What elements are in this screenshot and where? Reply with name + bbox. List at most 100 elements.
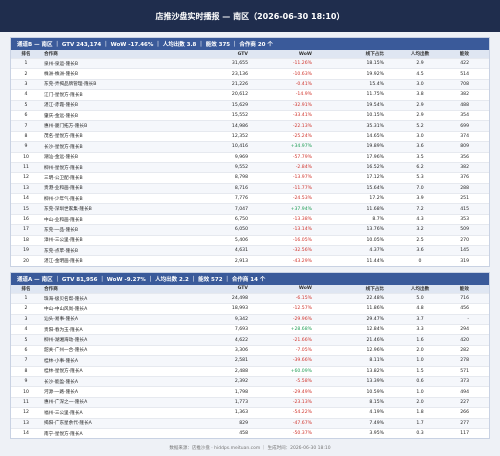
cell: -14.9%	[251, 89, 315, 101]
cell: 9	[11, 375, 41, 387]
column-header: GTV	[187, 284, 251, 294]
cell: 356	[453, 151, 489, 163]
cell: 16	[11, 213, 41, 225]
cell: 19.54%	[315, 99, 387, 111]
cell: 3.6	[387, 141, 453, 153]
column-header: 排名	[11, 50, 41, 59]
cell: -23.13%	[251, 396, 315, 408]
cell: 4.3	[387, 213, 453, 225]
cell: 29.47%	[315, 313, 387, 325]
cell: 10,416	[187, 141, 251, 153]
cell: 12	[11, 172, 41, 184]
cell: 14	[11, 193, 41, 204]
cell: 145	[453, 245, 489, 256]
cell: 3.9	[387, 193, 453, 204]
cell: 柳州-少年气-隆长B	[41, 193, 187, 204]
cell: 柳州-湖湘海动-隆长A	[41, 334, 187, 346]
row: 12 福州-三公里-隆长A 1,363 -54.22% 4.19% 1.8 266	[11, 407, 489, 418]
row: 11 惠州-广深之一-隆长A 1,773 -23.13% 8.15% 2.0 227	[11, 396, 489, 408]
cell: 1.0	[387, 386, 453, 398]
cell: 江门-星悦方-隆长B	[41, 89, 187, 101]
cell: -13.14%	[251, 224, 315, 236]
cell: 3.6	[387, 245, 453, 256]
row: 5 湛江-赤霞-隆长B 15,629 -32.91% 19.54% 2.9 488	[11, 99, 489, 111]
cell: -13.38%	[251, 213, 315, 225]
cell: 1	[11, 292, 41, 304]
cell: 5.0	[387, 292, 453, 304]
cell: 20,612	[187, 89, 251, 101]
cell: -	[453, 313, 489, 325]
cell: 10	[11, 151, 41, 163]
cell: 2.9	[387, 57, 453, 69]
cell: 11.68%	[315, 203, 387, 215]
row: 7 桂林-小事-隆长A 2,581 -39.66% 8.11% 1.0 278	[11, 355, 489, 367]
row: 1 珠海-极贝名帮-隆长A 24,498 -6.15% 22.48% 5.0 716	[11, 292, 489, 304]
cell: 354	[453, 109, 489, 121]
section-header: 通道B — 南区 ｜ GTV 243,174 ｜ WoW -17.46% ｜ 人…	[11, 38, 489, 50]
cell: 4,631	[187, 245, 251, 256]
row: 20 湛江-金明画-隆长B 2,913 -43.29% 11.44% 0 319	[11, 255, 489, 266]
cell: 13.76%	[315, 224, 387, 236]
cell: -5.58%	[251, 375, 315, 387]
cell: 8.11%	[315, 355, 387, 367]
cell: +28.68%	[251, 323, 315, 335]
cell: 6.2	[387, 161, 453, 173]
cell: 贵阳-春为玉-隆长A	[41, 323, 187, 335]
cell: 0	[387, 255, 453, 266]
cell: 11	[11, 396, 41, 408]
cell: 三明-公卫配-隆长B	[41, 172, 187, 184]
cell: 9,552	[187, 161, 251, 173]
cell: -2.84%	[251, 161, 315, 173]
cell: 揭阳-广东星余代-隆长A	[41, 417, 187, 429]
cell: -32.56%	[251, 245, 315, 256]
cell: 8.7%	[315, 213, 387, 225]
column-header: 合作商	[41, 284, 187, 294]
cell: 716	[453, 292, 489, 304]
cell: 35.31%	[315, 120, 387, 132]
cell: 2.9	[387, 99, 453, 111]
cell: 6	[11, 109, 41, 121]
cell: 15.64%	[315, 182, 387, 194]
cell: 6,050	[187, 224, 251, 236]
cell: 2.5	[387, 234, 453, 246]
cell: 266	[453, 407, 489, 418]
cell: +60.09%	[251, 365, 315, 377]
column-header: 线下占比	[315, 50, 387, 59]
table: 排名 合作商 GTV WoW 线下占比 人均出数 能效 1 泉州-泉运-隆长B 31,655 -11…	[11, 50, 489, 266]
cell: 8	[11, 130, 41, 142]
cell: 3.8	[387, 89, 453, 101]
cell: 12,352	[187, 130, 251, 142]
row: 6 肇庆-金远-隆长B 15,552 -33.41% 10.15% 2.9 354	[11, 109, 489, 121]
cell: 5.2	[387, 120, 453, 132]
cell: 茂名-星悦方-隆长B	[41, 130, 187, 142]
cell: 4.8	[387, 303, 453, 315]
cell: 3	[11, 78, 41, 90]
cell: -12.57%	[251, 303, 315, 315]
cell: -7.05%	[251, 344, 315, 356]
cell: 829	[187, 417, 251, 429]
cell: 3.95%	[315, 427, 387, 439]
cell: 珠海-极贝名帮-隆长A	[41, 292, 187, 304]
cell: 东莞-一品-隆长B	[41, 224, 187, 236]
cell: 17.96%	[315, 151, 387, 163]
cell: 2.0	[387, 344, 453, 356]
cell: -43.29%	[251, 255, 315, 266]
column-header: 合作商	[41, 50, 187, 59]
cell: 699	[453, 120, 489, 132]
cell: 福州-三公里-隆长A	[41, 407, 187, 418]
cell: 13	[11, 417, 41, 429]
cell: 17.2%	[315, 193, 387, 204]
cell: 1.7	[387, 417, 453, 429]
cell: 10.05%	[315, 234, 387, 246]
cell: 6	[11, 344, 41, 356]
cell: 376	[453, 172, 489, 184]
cell: -39.66%	[251, 355, 315, 367]
cell: -29.96%	[251, 313, 315, 325]
cell: 270	[453, 234, 489, 246]
cell: 12.96%	[315, 344, 387, 356]
row: 9 长沙-能盈-隆长A 2,392 -5.58% 13.39% 0.6 373	[11, 375, 489, 387]
cell: 15,629	[187, 99, 251, 111]
cell: -32.91%	[251, 99, 315, 111]
cell: 31,655	[187, 57, 251, 69]
row: 2 株洲-株洲-隆长B 23,136 -10.63% 19.92% 4.5 514	[11, 68, 489, 80]
